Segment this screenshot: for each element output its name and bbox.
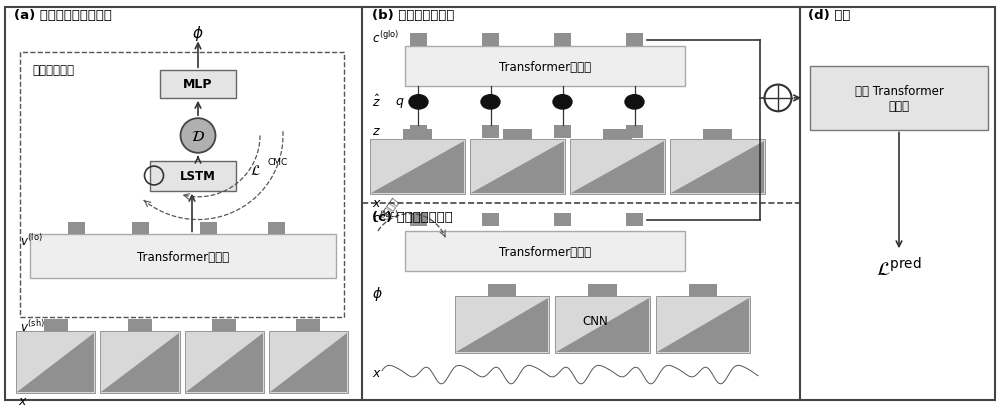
Text: (a) 自适应参数生成模块: (a) 自适应参数生成模块 — [14, 9, 112, 22]
FancyBboxPatch shape — [100, 331, 180, 393]
Text: $x$: $x$ — [372, 366, 382, 380]
FancyBboxPatch shape — [405, 47, 685, 87]
FancyBboxPatch shape — [150, 162, 236, 191]
FancyBboxPatch shape — [656, 296, 750, 353]
Text: LSTM: LSTM — [180, 170, 216, 182]
Text: $v^{\rm(lo)}$: $v^{\rm(lo)}$ — [20, 233, 43, 249]
Bar — [268, 222, 285, 235]
Text: $c^{\rm(glo)}$: $c^{\rm(glo)}$ — [372, 31, 399, 46]
Ellipse shape — [625, 95, 644, 110]
Polygon shape — [671, 142, 764, 193]
Text: 加载参数: 加载参数 — [379, 195, 400, 220]
Ellipse shape — [553, 95, 572, 110]
Bar — [554, 34, 571, 47]
Text: (c) 局部特征编码器: (c) 局部特征编码器 — [372, 210, 453, 223]
FancyBboxPatch shape — [470, 140, 565, 194]
Text: (d) 输出: (d) 输出 — [808, 9, 850, 22]
Bar — [68, 222, 85, 235]
Ellipse shape — [481, 95, 500, 110]
Bar — [410, 213, 427, 227]
Text: $x$: $x$ — [372, 196, 382, 209]
Text: $v^{\rm(sh)}$: $v^{\rm(sh)}$ — [20, 319, 45, 335]
Bar — [482, 213, 499, 227]
FancyBboxPatch shape — [555, 296, 650, 353]
FancyBboxPatch shape — [455, 296, 549, 353]
Bar — [689, 285, 717, 296]
FancyBboxPatch shape — [269, 331, 348, 393]
Text: $x$: $x$ — [18, 393, 28, 407]
FancyBboxPatch shape — [370, 140, 465, 194]
Text: MLP: MLP — [183, 78, 213, 91]
FancyBboxPatch shape — [570, 140, 665, 194]
Ellipse shape — [409, 95, 428, 110]
Text: Transformer编码器: Transformer编码器 — [499, 61, 591, 74]
FancyBboxPatch shape — [810, 67, 988, 130]
Bar — [212, 319, 236, 331]
Polygon shape — [17, 333, 94, 392]
Text: $z$: $z$ — [372, 125, 381, 138]
Bar — [128, 319, 152, 331]
Text: (b) 全局特征编码器: (b) 全局特征编码器 — [372, 9, 454, 22]
Text: CMC: CMC — [267, 158, 287, 167]
Polygon shape — [101, 333, 178, 392]
Bar — [554, 125, 571, 139]
Bar — [626, 213, 643, 227]
Text: $\mathcal{L}$: $\mathcal{L}$ — [250, 164, 261, 178]
Polygon shape — [657, 298, 749, 352]
Circle shape — [180, 119, 216, 153]
Bar — [403, 129, 432, 140]
Text: $\hat{z}$: $\hat{z}$ — [372, 94, 381, 110]
FancyBboxPatch shape — [670, 140, 765, 194]
Text: Transformer编码器: Transformer编码器 — [499, 245, 591, 258]
Polygon shape — [471, 142, 564, 193]
Bar — [44, 319, 68, 331]
Bar — [200, 222, 217, 235]
Bar — [132, 222, 149, 235]
FancyBboxPatch shape — [184, 331, 264, 393]
FancyBboxPatch shape — [160, 71, 236, 99]
Bar — [703, 129, 732, 140]
Text: 情境识别网络: 情境识别网络 — [32, 64, 74, 77]
Polygon shape — [371, 142, 464, 193]
Circle shape — [765, 85, 792, 112]
FancyBboxPatch shape — [30, 235, 336, 278]
Text: Transformer编码器: Transformer编码器 — [137, 250, 229, 263]
Polygon shape — [270, 333, 347, 392]
FancyBboxPatch shape — [16, 331, 95, 393]
Bar — [410, 125, 427, 139]
Text: $\mathcal{D}$: $\mathcal{D}$ — [191, 129, 205, 144]
Bar — [482, 125, 499, 139]
Polygon shape — [186, 333, 263, 392]
FancyBboxPatch shape — [405, 232, 685, 271]
Bar — [482, 34, 499, 47]
Bar — [488, 285, 516, 296]
FancyBboxPatch shape — [5, 8, 995, 400]
Bar — [588, 285, 617, 296]
Polygon shape — [571, 142, 664, 193]
Bar — [626, 125, 643, 139]
Text: $q$: $q$ — [395, 96, 404, 110]
Text: $\mathcal{L}^{\mathrm{pred}}$: $\mathcal{L}^{\mathrm{pred}}$ — [876, 256, 922, 279]
Polygon shape — [456, 298, 548, 352]
Bar — [626, 34, 643, 47]
Polygon shape — [556, 298, 649, 352]
Text: $\phi$: $\phi$ — [372, 284, 383, 302]
Text: 卷积 Transformer
解码器: 卷积 Transformer 解码器 — [855, 85, 943, 112]
Text: CNN: CNN — [582, 314, 608, 327]
Text: $\phi$: $\phi$ — [192, 24, 204, 43]
Bar — [554, 213, 571, 227]
Bar — [503, 129, 532, 140]
Text: $c^{\rm(loc)}$: $c^{\rm(loc)}$ — [372, 210, 399, 226]
Bar — [603, 129, 632, 140]
Bar — [296, 319, 320, 331]
Bar — [410, 34, 427, 47]
